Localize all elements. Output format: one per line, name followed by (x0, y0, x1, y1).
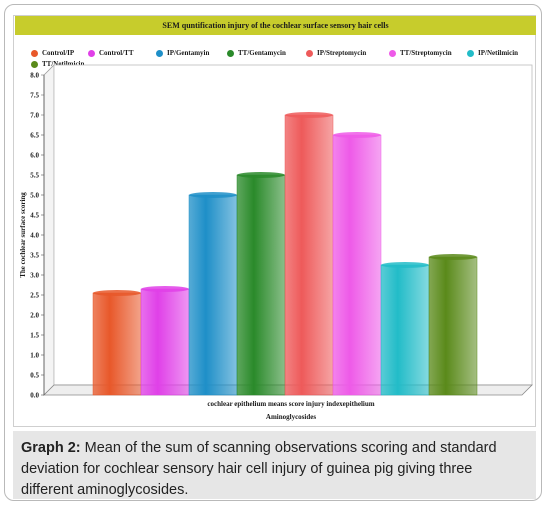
legend-label: TT/Netilmicin (42, 60, 85, 68)
legend-swatch (31, 60, 38, 68)
bar-ip-gentamyin (188, 194, 238, 396)
bar-control-tt (140, 288, 190, 396)
y-tick-label: 5.0 (30, 192, 39, 200)
legend-label: Control/IP (42, 49, 75, 57)
legend-swatch (88, 49, 95, 57)
y-tick-label: 7.5 (30, 92, 39, 100)
bar-top-ip-gentamyin (189, 192, 237, 198)
y-tick-label: 1.5 (30, 332, 39, 340)
legend-item-tt-streptomycin: TT/Streptomycin (389, 49, 452, 57)
legend-item-control-tt: Control/TT (88, 49, 134, 57)
bar-top-control-tt (141, 286, 189, 292)
y-tick-label: 4.5 (30, 212, 39, 220)
legend-item-tt-netilmicin: TT/Netilmicin (31, 60, 84, 68)
caption-text: Mean of the sum of scanning observations… (21, 440, 497, 498)
bar-ip-netilmicin (380, 264, 430, 396)
y-axis-title: The cochlear surface scoring (19, 192, 27, 278)
bar-top-control-ip (93, 290, 141, 296)
x-axis-title: Aminoglycosides (266, 413, 316, 421)
y-tick-label: 0.5 (30, 372, 39, 380)
y-tick-label: 2.0 (30, 312, 39, 320)
y-tick-label: 6.0 (30, 152, 39, 160)
y-tick-label: 7.0 (30, 112, 39, 120)
legend-label: TT/Streptomycin (400, 49, 452, 57)
legend-label: TT/Gentamycin (238, 49, 286, 57)
legend-swatch (389, 49, 396, 57)
y-tick-label: 1.0 (30, 352, 39, 360)
y-tick-label: 4.0 (30, 232, 39, 240)
legend-label: Control/TT (99, 49, 134, 57)
figure-caption: Graph 2: Mean of the sum of scanning obs… (13, 431, 536, 499)
y-tick-label: 3.5 (30, 252, 39, 260)
legend-item-ip-gentamyin: IP/Gentamyin (156, 49, 209, 57)
legend-item-ip-netilmicin: IP/Netilmicin (467, 49, 518, 57)
legend-label: IP/Netilmicin (478, 49, 519, 57)
legend-swatch (156, 49, 163, 57)
legend-swatch (306, 49, 313, 57)
bar-top-tt-netilmicin (429, 254, 477, 260)
chart-title: SEM quntification injury of the cochlear… (15, 16, 536, 35)
legend-swatch (467, 49, 474, 57)
legend-swatch (227, 49, 234, 57)
y-tick-label: 2.5 (30, 292, 39, 300)
category-label: cochlear epithelium means score injury i… (207, 400, 374, 408)
bar-control-ip (92, 292, 142, 396)
y-tick-label: 0.0 (30, 392, 39, 400)
bar-tt-streptomycin (332, 134, 382, 396)
bar-top-ip-streptomycin (285, 112, 333, 118)
legend-swatch (31, 49, 38, 57)
side-wall (43, 64, 55, 396)
figure-frame: SEM quntification injury of the cochlear… (4, 4, 542, 501)
legend-item-tt-gentamycin: TT/Gentamycin (227, 49, 286, 57)
bar-top-ip-netilmicin (381, 262, 429, 268)
legend-item-control-ip: Control/IP (31, 49, 74, 57)
bar-ip-streptomycin (284, 114, 334, 396)
bar-chart: 0.0 0.5 1.0 1.5 2.0 2.5 3.0 3.5 4.0 4.5 5.0 5.5 6.0 6… (19, 64, 533, 421)
y-tick-label: 5.5 (30, 172, 39, 180)
legend-item-ip-streptomycin: IP/Streptomycin (306, 49, 366, 57)
legend-label: IP/Streptomycin (317, 49, 367, 57)
y-tick-label: 3.0 (30, 272, 39, 280)
y-tick-label: 8.0 (30, 72, 39, 80)
y-tick-label: 6.5 (30, 132, 39, 140)
bar-top-tt-streptomycin (333, 132, 381, 138)
bar-top-tt-gentamycin (237, 172, 285, 178)
bar-tt-netilmicin (428, 256, 478, 396)
bar-tt-gentamycin (236, 174, 286, 396)
legend-label: IP/Gentamyin (167, 49, 210, 57)
caption-label: Graph 2: (21, 440, 81, 456)
